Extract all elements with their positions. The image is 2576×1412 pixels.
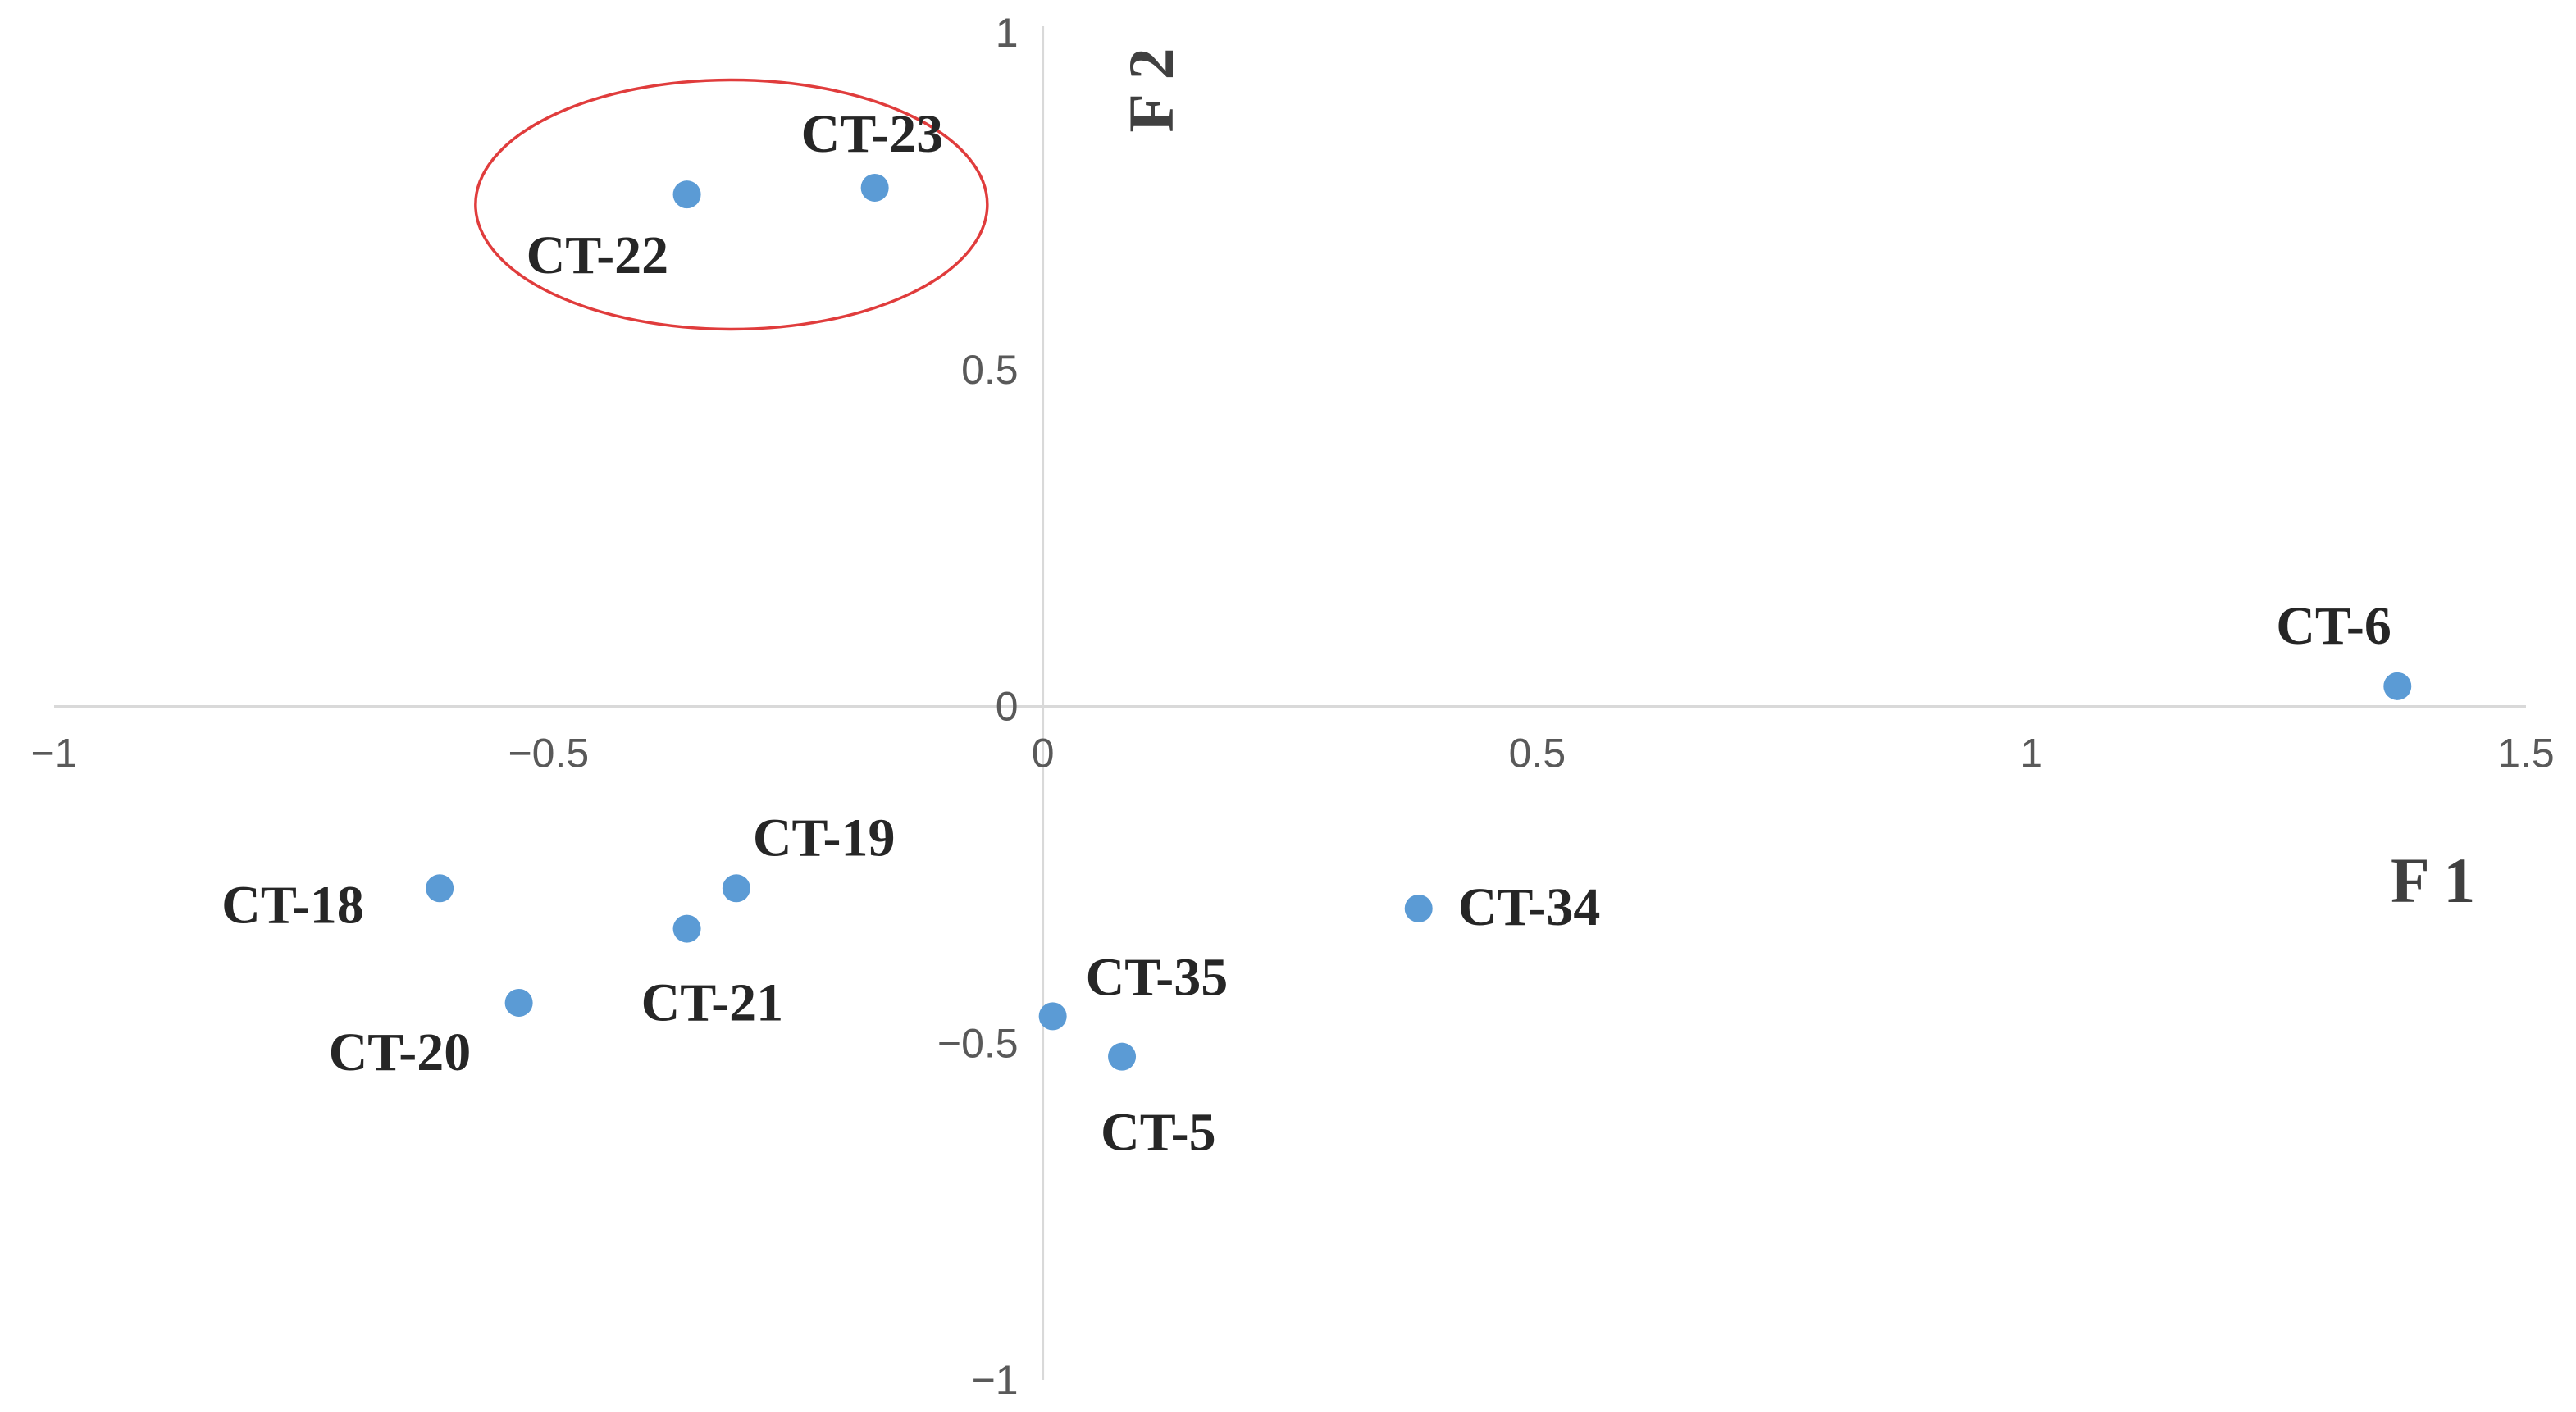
x-tick-label: −1 [30, 731, 77, 777]
y-tick-label: 0 [996, 684, 1019, 730]
point-label: CT-23 [801, 104, 944, 164]
data-point [1108, 1042, 1137, 1071]
data-points [426, 173, 2412, 1071]
x-tick-label: 0 [1032, 731, 1055, 777]
x-axis-title: F 1 [2391, 845, 2475, 916]
data-point [672, 914, 701, 943]
data-point [2383, 672, 2412, 700]
y-tick-label: 1 [996, 10, 1019, 56]
annotations [474, 78, 989, 331]
point-label: CT-6 [2276, 596, 2391, 656]
y-tick-label: −0.5 [937, 1020, 1019, 1066]
point-label: CT-18 [221, 875, 364, 935]
point-label: CT-20 [329, 1023, 472, 1082]
x-tick-label: 1.5 [2497, 731, 2555, 777]
point-label: CT-5 [1101, 1103, 1216, 1163]
axes [54, 26, 2526, 1380]
y-tick-label: 0.5 [961, 347, 1019, 393]
data-point [1038, 1002, 1067, 1031]
x-tick-label: 0.5 [1509, 731, 1566, 777]
point-label: CT-21 [641, 973, 784, 1033]
point-label: CT-35 [1086, 947, 1229, 1007]
y-tick-label: −1 [972, 1357, 1019, 1403]
data-point [1404, 894, 1433, 922]
x-tick-label: 1 [2020, 731, 2043, 777]
data-point [722, 874, 750, 903]
point-label: CT-34 [1458, 877, 1601, 937]
point-label: CT-22 [527, 225, 669, 285]
data-point [504, 988, 533, 1017]
x-tick-label: −0.5 [508, 731, 589, 777]
point-label: CT-19 [753, 808, 896, 868]
tick-labels: −1 −0.5 0 0.5 1 1.5 1 0.5 0 −0.5 −1 [30, 10, 2554, 1403]
highlight-ellipse [474, 78, 989, 331]
point-labels: CT-23 CT-22 CT-6 CT-18 CT-19 CT-21 CT-20 CT-34 C… [221, 104, 2391, 1163]
data-point [426, 874, 454, 903]
data-point [860, 173, 889, 202]
data-point [672, 180, 701, 209]
y-axis-title: F 2 [1115, 48, 1187, 132]
